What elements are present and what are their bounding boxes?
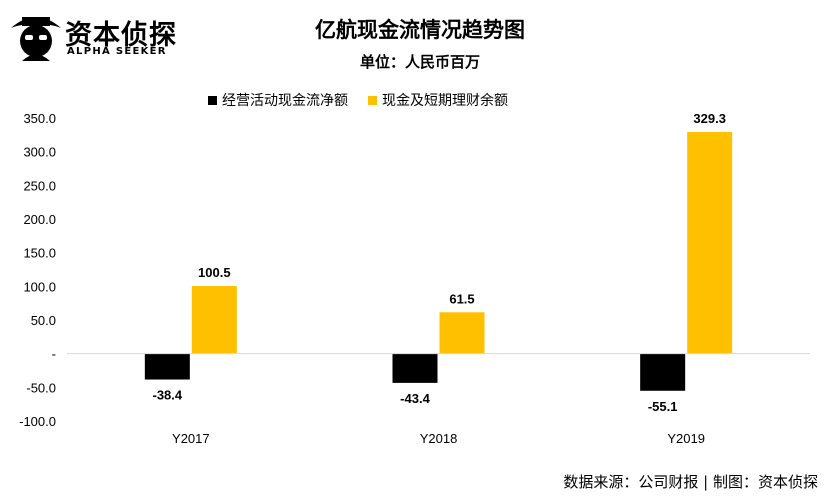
y-tick-label: 250.0	[23, 178, 56, 193]
chart-title: 亿航现金流情况趋势图	[315, 17, 525, 42]
data-label-operating-cashflow: -38.4	[153, 388, 183, 403]
chart-legend: 经营活动现金流净额 现金及短期理财余额	[208, 90, 528, 110]
brand-subtitle: ALPHA SEEKER	[67, 46, 167, 57]
bar-operating-cashflow	[640, 353, 686, 391]
y-tick-label: -100.0	[19, 414, 56, 429]
brand-logo: 资本侦探 ALPHA SEEKER	[8, 8, 188, 63]
x-tick-label: Y2017	[172, 431, 210, 446]
data-label-cash-balance: 61.5	[449, 291, 474, 306]
legend-label-cash-balance: 现金及短期理财余额	[382, 93, 508, 109]
bar-cash-balance	[687, 131, 733, 354]
bar-cash-balance	[439, 312, 485, 354]
y-tick-label: 50.0	[31, 313, 56, 328]
y-tick-label: 100.0	[23, 279, 56, 294]
brand-name: 资本侦探	[65, 20, 177, 51]
x-tick-label: Y2019	[667, 431, 705, 446]
y-tick-label: 300.0	[23, 145, 56, 160]
bar-cash-balance	[191, 285, 237, 354]
data-label-cash-balance: 100.5	[198, 265, 231, 280]
source-note: 数据来源：公司财报 | 制图：资本侦探	[563, 473, 818, 491]
bar-operating-cashflow	[392, 353, 438, 383]
y-tick-label: 150.0	[23, 246, 56, 261]
legend-item-cash-balance: 现金及短期理财余额	[368, 90, 508, 110]
y-tick-label: 200.0	[23, 212, 56, 227]
data-label-cash-balance: 329.3	[693, 111, 726, 126]
legend-swatch-cash-balance	[368, 95, 377, 105]
legend-swatch-operating-cashflow	[208, 95, 217, 105]
legend-item-operating-cashflow: 经营活动现金流净额	[208, 90, 348, 110]
y-tick-label: -	[52, 347, 56, 362]
data-label-operating-cashflow: -55.1	[648, 399, 678, 414]
detective-icon	[11, 17, 61, 61]
y-tick-label: -50.0	[26, 380, 56, 395]
y-tick-label: 350.0	[23, 111, 56, 126]
chart-subtitle: 单位：人民币百万	[359, 53, 480, 71]
bar-operating-cashflow	[144, 353, 190, 380]
legend-label-operating-cashflow: 经营活动现金流净额	[222, 93, 348, 109]
x-tick-label: Y2018	[420, 431, 458, 446]
data-label-operating-cashflow: -43.4	[400, 391, 430, 406]
